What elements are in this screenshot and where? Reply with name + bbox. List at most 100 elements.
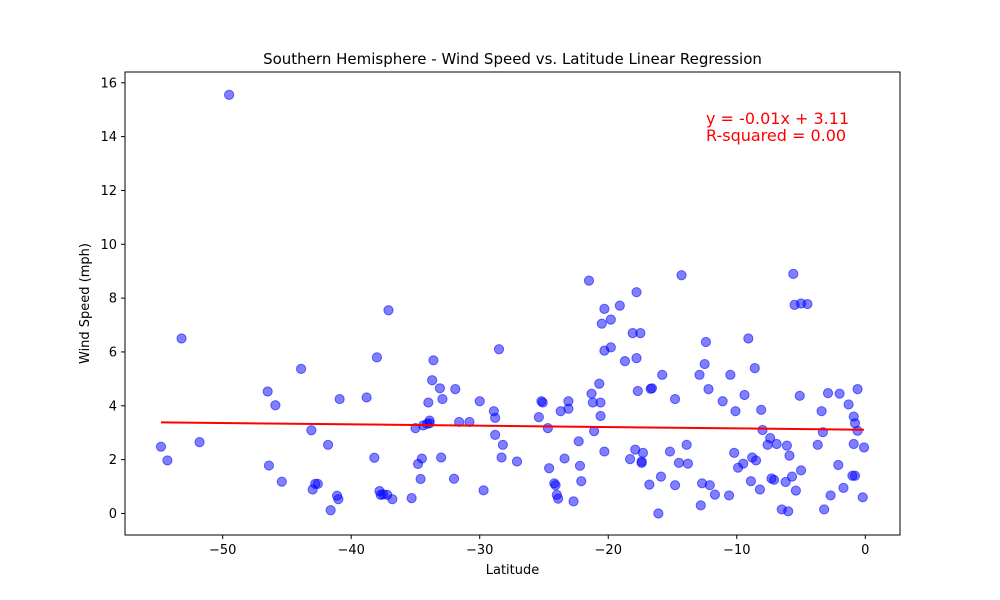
data-point <box>490 429 501 440</box>
x-tick-label: −10 <box>723 543 750 558</box>
data-point <box>583 275 595 286</box>
data-point <box>750 455 762 466</box>
data-point <box>754 484 766 495</box>
data-point <box>843 399 854 410</box>
data-point <box>694 369 705 380</box>
data-point <box>550 480 561 491</box>
data-point <box>653 508 664 519</box>
data-point <box>669 480 681 491</box>
data-point <box>537 397 548 408</box>
data-point <box>657 369 668 380</box>
r-squared-annotation: R-squared = 0.00 <box>706 126 846 145</box>
data-point <box>795 465 807 476</box>
data-point <box>725 369 736 380</box>
data-point <box>559 453 570 464</box>
data-point <box>490 412 501 424</box>
data-point <box>781 440 792 451</box>
data-point <box>276 476 287 487</box>
data-point <box>415 473 426 485</box>
data-point <box>595 397 606 408</box>
data-point <box>723 490 735 501</box>
data-point <box>631 287 642 298</box>
x-axis-ticks: −50 −40 −30 −20 −10 0 <box>209 535 869 558</box>
data-point <box>454 416 465 428</box>
regression-equation: y = -0.01x + 3.11 <box>706 109 849 128</box>
data-point <box>361 392 372 403</box>
data-point <box>194 437 205 448</box>
data-point <box>848 438 859 450</box>
x-tick-label: −30 <box>466 543 493 558</box>
y-tick-label: 14 <box>100 130 117 145</box>
data-point <box>306 425 317 436</box>
data-point <box>553 493 564 504</box>
data-point <box>802 298 813 310</box>
data-point <box>834 388 845 399</box>
data-point <box>605 342 616 353</box>
y-axis-ticks: 0 2 4 6 8 10 12 14 16 <box>100 76 125 522</box>
data-point <box>703 384 714 395</box>
data-point <box>162 455 173 466</box>
data-point <box>224 89 235 100</box>
data-point <box>619 356 631 367</box>
data-point <box>325 505 336 516</box>
data-point <box>825 490 836 501</box>
chart-title: Southern Hemisphere - Wind Speed vs. Lat… <box>263 50 762 68</box>
data-point <box>533 411 544 423</box>
data-point <box>544 463 555 474</box>
data-point <box>371 352 383 363</box>
data-point <box>596 318 607 329</box>
data-point <box>428 355 439 366</box>
data-point <box>493 344 505 355</box>
data-point <box>682 458 694 469</box>
data-point <box>635 328 646 339</box>
data-point <box>833 459 844 471</box>
data-point <box>637 447 649 458</box>
data-point <box>496 452 507 463</box>
data-point <box>784 450 795 461</box>
data-point <box>749 363 760 374</box>
data-point <box>478 485 489 496</box>
data-point <box>427 375 438 386</box>
data-point <box>406 493 417 504</box>
regression-line <box>160 421 865 431</box>
data-point <box>542 423 553 434</box>
data-point <box>794 390 805 401</box>
data-point <box>699 358 710 370</box>
y-tick-label: 6 <box>109 345 117 360</box>
data-point <box>614 300 625 311</box>
data-point <box>783 506 794 517</box>
data-point <box>369 452 380 463</box>
data-point <box>434 383 445 394</box>
data-point <box>574 460 586 471</box>
data-point <box>387 494 398 505</box>
data-point <box>636 457 647 468</box>
data-point <box>416 453 427 464</box>
data-point <box>576 476 587 487</box>
data-point <box>644 479 655 490</box>
y-tick-label: 2 <box>109 453 117 468</box>
data-point <box>709 489 721 500</box>
data-point <box>771 438 782 450</box>
data-point <box>155 441 167 452</box>
data-point <box>333 494 344 505</box>
data-point <box>424 418 435 429</box>
data-point <box>838 482 849 493</box>
data-point <box>474 396 485 407</box>
data-point <box>700 336 712 348</box>
data-point <box>816 406 827 417</box>
data-point <box>757 424 768 436</box>
data-point <box>497 439 508 450</box>
data-point <box>263 460 275 471</box>
data-point <box>594 378 605 389</box>
data-point <box>176 333 187 344</box>
y-tick-label: 4 <box>109 399 117 414</box>
x-tick-label: −40 <box>337 543 364 558</box>
data-point <box>812 439 823 450</box>
data-point <box>676 270 687 281</box>
data-point <box>599 303 610 314</box>
data-point <box>822 388 834 399</box>
y-tick-label: 16 <box>100 76 117 91</box>
plot-frame <box>124 71 901 536</box>
data-point <box>262 386 273 397</box>
